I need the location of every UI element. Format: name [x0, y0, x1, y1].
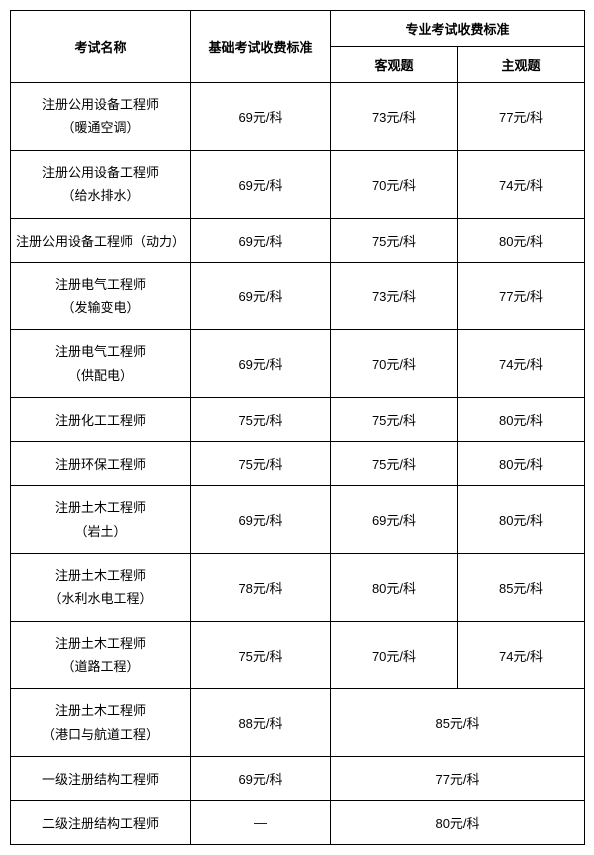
cell-objective-fee: 73元/科 — [331, 262, 458, 330]
table-row: 注册公用设备工程师 （给水排水） 69元/科70元/科74元/科 — [11, 150, 585, 218]
name-line2: （水利水电工程） — [48, 591, 152, 606]
header-basic-fee: 基础考试收费标准 — [191, 11, 331, 83]
name-line2: （暖通空调） — [61, 120, 139, 135]
name-line1: 注册土木工程师 — [55, 703, 146, 718]
cell-objective-fee: 75元/科 — [331, 218, 458, 262]
name-line1: 注册土木工程师 — [55, 500, 146, 515]
table-row: 注册电气工程师 （供配电） 69元/科70元/科74元/科 — [11, 330, 585, 398]
cell-subjective-fee: 80元/科 — [458, 218, 585, 262]
cell-subjective-fee: 85元/科 — [458, 553, 585, 621]
cell-merged-fee: 80元/科 — [331, 801, 585, 845]
cell-objective-fee: 70元/科 — [331, 150, 458, 218]
name-line2: （港口与航道工程） — [42, 727, 159, 742]
cell-exam-name: 注册土木工程师 （岩土） — [11, 486, 191, 554]
cell-subjective-fee: 74元/科 — [458, 330, 585, 398]
table-row: 一级注册结构工程师69元/科77元/科 — [11, 757, 585, 801]
cell-merged-fee: 77元/科 — [331, 757, 585, 801]
cell-basic-fee: 69元/科 — [191, 218, 331, 262]
cell-exam-name: 注册化工工程师 — [11, 398, 191, 442]
cell-exam-name: 注册公用设备工程师（动力） — [11, 218, 191, 262]
name-line2: （岩土） — [74, 524, 126, 539]
cell-exam-name: 注册土木工程师 （道路工程） — [11, 621, 191, 689]
name-line2: （发输变电） — [61, 300, 139, 315]
cell-exam-name: 注册土木工程师 （水利水电工程） — [11, 553, 191, 621]
cell-exam-name: 注册电气工程师 （供配电） — [11, 330, 191, 398]
cell-objective-fee: 69元/科 — [331, 486, 458, 554]
cell-basic-fee: 69元/科 — [191, 83, 331, 151]
cell-basic-fee: 75元/科 — [191, 442, 331, 486]
cell-basic-fee: 88元/科 — [191, 689, 331, 757]
cell-exam-name: 注册公用设备工程师 （给水排水） — [11, 150, 191, 218]
table-row: 注册电气工程师 （发输变电） 69元/科73元/科77元/科 — [11, 262, 585, 330]
cell-subjective-fee: 74元/科 — [458, 621, 585, 689]
table-row: 注册公用设备工程师（动力）69元/科75元/科80元/科 — [11, 218, 585, 262]
cell-subjective-fee: 77元/科 — [458, 83, 585, 151]
name-line1: 注册电气工程师 — [55, 277, 146, 292]
cell-basic-fee: 78元/科 — [191, 553, 331, 621]
table-row: 注册公用设备工程师 （暖通空调） 69元/科73元/科77元/科 — [11, 83, 585, 151]
cell-basic-fee: 69元/科 — [191, 330, 331, 398]
name-line2: （给水排水） — [61, 188, 139, 203]
cell-objective-fee: 73元/科 — [331, 83, 458, 151]
cell-basic-fee: 69元/科 — [191, 757, 331, 801]
header-prof-fee: 专业考试收费标准 — [331, 11, 585, 47]
name-line1: 注册土木工程师 — [55, 636, 146, 651]
cell-basic-fee: 69元/科 — [191, 486, 331, 554]
table-row: 注册土木工程师 （港口与航道工程） 88元/科85元/科 — [11, 689, 585, 757]
table-row: 二级注册结构工程师—80元/科 — [11, 801, 585, 845]
fee-table: 考试名称 基础考试收费标准 专业考试收费标准 客观题 主观题 注册公用设备工程师… — [10, 10, 585, 845]
table-header: 考试名称 基础考试收费标准 专业考试收费标准 客观题 主观题 — [11, 11, 585, 83]
name-line1: 注册公用设备工程师 — [42, 97, 159, 112]
table-row: 注册土木工程师 （道路工程） 75元/科70元/科74元/科 — [11, 621, 585, 689]
table-row: 注册土木工程师（岩土）69元/科69元/科80元/科 — [11, 486, 585, 554]
cell-objective-fee: 70元/科 — [331, 621, 458, 689]
cell-subjective-fee: 80元/科 — [458, 442, 585, 486]
table-row: 注册土木工程师 （水利水电工程） 78元/科80元/科85元/科 — [11, 553, 585, 621]
cell-objective-fee: 75元/科 — [331, 442, 458, 486]
name-line1: 注册土木工程师 — [55, 568, 146, 583]
header-exam-name: 考试名称 — [11, 11, 191, 83]
header-objective: 客观题 — [331, 47, 458, 83]
cell-exam-name: 一级注册结构工程师 — [11, 757, 191, 801]
cell-basic-fee: 75元/科 — [191, 398, 331, 442]
cell-subjective-fee: 80元/科 — [458, 486, 585, 554]
cell-basic-fee: 75元/科 — [191, 621, 331, 689]
table-body: 注册公用设备工程师（暖通空调）69元/科73元/科77元/科注册公用设备工程师（… — [11, 83, 585, 845]
cell-basic-fee: 69元/科 — [191, 150, 331, 218]
cell-exam-name: 注册土木工程师 （港口与航道工程） — [11, 689, 191, 757]
table-row: 注册化工工程师75元/科75元/科80元/科 — [11, 398, 585, 442]
cell-basic-fee: — — [191, 801, 331, 845]
cell-basic-fee: 69元/科 — [191, 262, 331, 330]
cell-exam-name: 注册公用设备工程师 （暖通空调） — [11, 83, 191, 151]
name-line2: （供配电） — [68, 368, 133, 383]
cell-subjective-fee: 80元/科 — [458, 398, 585, 442]
cell-merged-fee: 85元/科 — [331, 689, 585, 757]
cell-objective-fee: 80元/科 — [331, 553, 458, 621]
cell-exam-name: 注册电气工程师 （发输变电） — [11, 262, 191, 330]
name-line1: 注册公用设备工程师 — [42, 165, 159, 180]
header-subjective: 主观题 — [458, 47, 585, 83]
table-row: 注册环保工程师75元/科75元/科80元/科 — [11, 442, 585, 486]
cell-subjective-fee: 77元/科 — [458, 262, 585, 330]
cell-subjective-fee: 74元/科 — [458, 150, 585, 218]
name-line1: 注册电气工程师 — [55, 344, 146, 359]
cell-exam-name: 二级注册结构工程师 — [11, 801, 191, 845]
cell-objective-fee: 75元/科 — [331, 398, 458, 442]
cell-objective-fee: 70元/科 — [331, 330, 458, 398]
name-line2: （道路工程） — [61, 659, 139, 674]
cell-exam-name: 注册环保工程师 — [11, 442, 191, 486]
